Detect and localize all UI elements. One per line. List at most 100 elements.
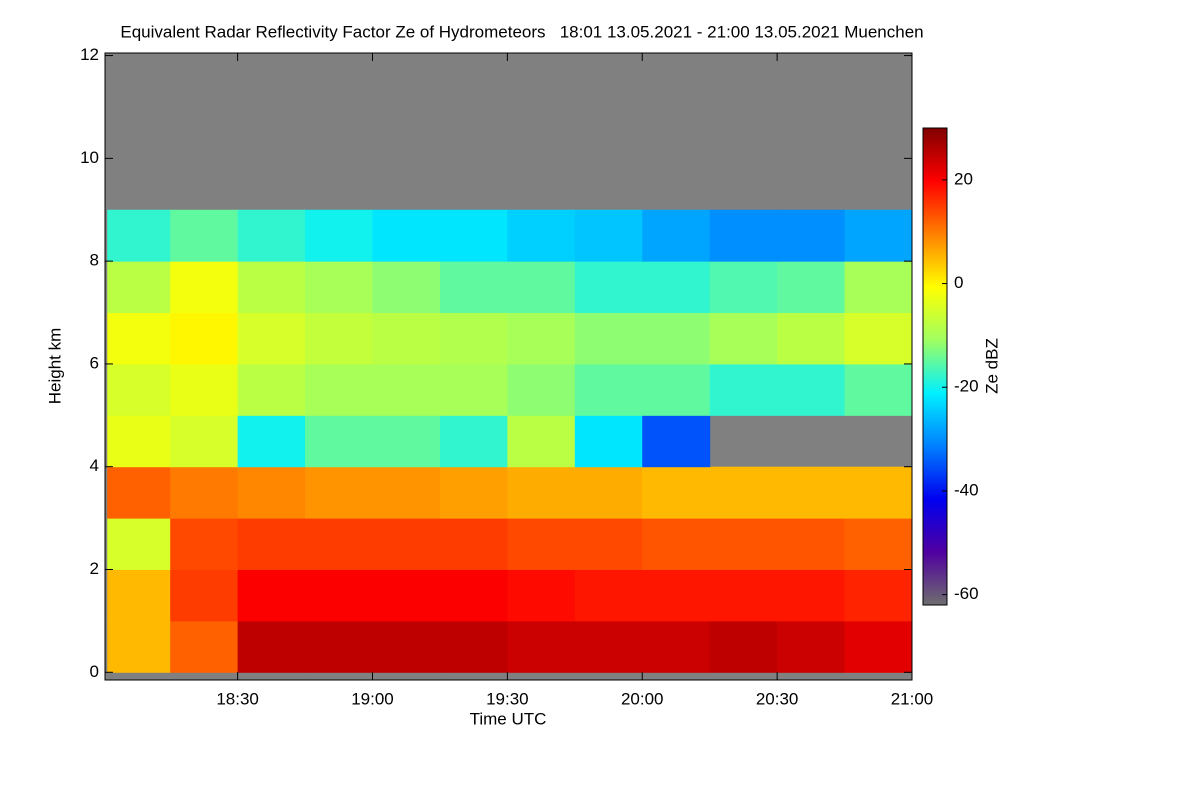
- heatmap-cell: [439, 312, 508, 365]
- x-tick-label: 20:30: [756, 689, 799, 708]
- heatmap-cell: [574, 620, 643, 673]
- heatmap-cell: [844, 569, 913, 622]
- heatmap-cell: [305, 261, 374, 314]
- heatmap-cell: [709, 261, 778, 314]
- heatmap-cell: [844, 261, 913, 314]
- heatmap-cell: [574, 209, 643, 262]
- colorbar-label: Ze dBZ: [982, 338, 1001, 394]
- heatmap-cell: [777, 466, 846, 519]
- heatmap-cell: [305, 209, 374, 262]
- x-axis-label: Time UTC: [470, 709, 547, 728]
- heatmap-cell: [305, 415, 374, 468]
- heatmap-cell: [844, 620, 913, 673]
- heatmap-cell: [642, 261, 711, 314]
- y-tick-label: 10: [80, 148, 99, 167]
- colorbar-tick-label: -60: [954, 584, 979, 603]
- heatmap-cell: [642, 415, 711, 468]
- heatmap-cell: [237, 518, 306, 571]
- heatmap-cell: [439, 261, 508, 314]
- heatmap-cell: [170, 261, 239, 314]
- heatmap-cell: [574, 261, 643, 314]
- x-tick-label: 21:00: [891, 689, 934, 708]
- heatmap-cell: [170, 620, 239, 673]
- heatmap-cell: [574, 466, 643, 519]
- heatmap-cell: [777, 518, 846, 571]
- heatmap-cell: [439, 209, 508, 262]
- heatmap-cell: [170, 415, 239, 468]
- heatmap-cell: [439, 620, 508, 673]
- heatmap-cell: [170, 209, 239, 262]
- heatmap-cell: [844, 363, 913, 416]
- heatmap-cell: [642, 620, 711, 673]
- heatmap-cell: [372, 261, 441, 314]
- y-tick-label: 0: [90, 662, 99, 681]
- heatmap-cell: [372, 569, 441, 622]
- heatmap-cell: [844, 466, 913, 519]
- heatmap-cell: [574, 312, 643, 365]
- heatmap-cell: [844, 312, 913, 365]
- heatmap-cell: [372, 209, 441, 262]
- heatmap-cell: [642, 569, 711, 622]
- colorbar: [922, 127, 948, 606]
- heatmap-cell: [642, 466, 711, 519]
- heatmap-cell: [372, 363, 441, 416]
- chart-title: Equivalent Radar Reflectivity Factor Ze …: [120, 22, 923, 41]
- heatmap-cell: [107, 312, 171, 365]
- colorbar-tick-label: 20: [954, 169, 973, 188]
- colorbar-tick-label: -40: [954, 480, 979, 499]
- plot-frame: [104, 52, 913, 681]
- heatmap-cell: [107, 209, 171, 262]
- heatmap-cell: [170, 363, 239, 416]
- heatmap-cell: [305, 620, 374, 673]
- heatmap-cell: [237, 312, 306, 365]
- x-tick-label: 18:30: [216, 689, 259, 708]
- heatmap-cell: [107, 466, 171, 519]
- heatmap-cell: [107, 569, 171, 622]
- heatmap-cell: [507, 363, 576, 416]
- heatmap-cell: [439, 569, 508, 622]
- colorbar-tick-label: -20: [954, 377, 979, 396]
- heatmap-cell: [107, 415, 171, 468]
- heatmap-cell: [574, 569, 643, 622]
- heatmap-cell: [642, 312, 711, 365]
- heatmap-cell: [777, 363, 846, 416]
- heatmap-cell: [507, 312, 576, 365]
- heatmap-cell: [107, 620, 171, 673]
- heatmap-cell: [574, 363, 643, 416]
- heatmap-cell: [709, 620, 778, 673]
- heatmap-cell: [305, 518, 374, 571]
- heatmap-cell: [507, 620, 576, 673]
- heatmap-cell: [237, 620, 306, 673]
- heatmap-cell: [372, 312, 441, 365]
- colorbar-tick-label: 0: [954, 273, 963, 292]
- heatmap-cell: [777, 261, 846, 314]
- heatmap-cell: [305, 569, 374, 622]
- heatmap-cell: [439, 363, 508, 416]
- heatmap-cell: [372, 518, 441, 571]
- heatmap-cell: [170, 569, 239, 622]
- heatmap-cell: [170, 518, 239, 571]
- y-tick-label: 6: [90, 353, 99, 372]
- y-tick-label: 4: [90, 456, 99, 475]
- heatmap-cell: [844, 518, 913, 571]
- heatmap-cell: [237, 209, 306, 262]
- heatmap-cell: [777, 312, 846, 365]
- y-tick-label: 8: [90, 251, 99, 270]
- heatmap-cell: [305, 312, 374, 365]
- heatmap-cell: [237, 261, 306, 314]
- heatmap-cell: [709, 466, 778, 519]
- heatmap-cell: [237, 363, 306, 416]
- heatmap-cell: [777, 620, 846, 673]
- x-tick-label: 19:00: [351, 689, 394, 708]
- heatmap-cell: [507, 518, 576, 571]
- heatmap-cell: [439, 518, 508, 571]
- heatmap-cell: [439, 466, 508, 519]
- heatmap-cell: [305, 466, 374, 519]
- heatmap-cell: [642, 209, 711, 262]
- y-tick-label: 12: [80, 45, 99, 64]
- heatmap-cell: [777, 569, 846, 622]
- heatmap-cell: [507, 466, 576, 519]
- heatmap-cell: [777, 209, 846, 262]
